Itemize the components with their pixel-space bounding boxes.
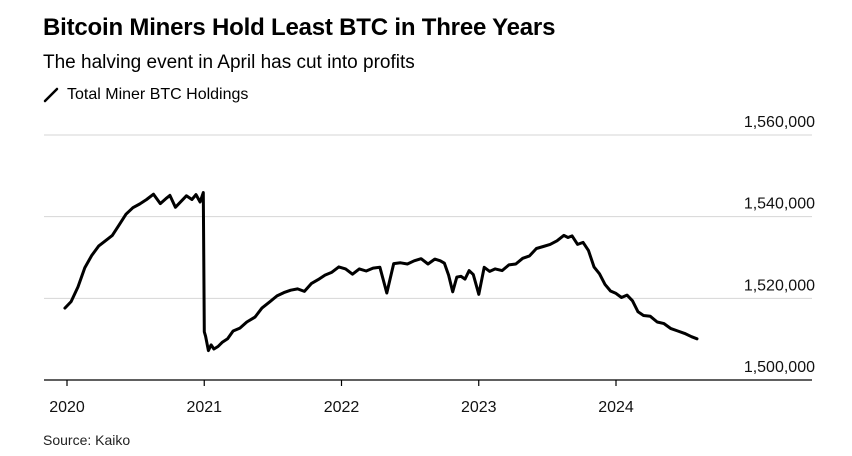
y-tick-label: 1,520,000	[744, 277, 815, 294]
y-tick-label: 1,540,000	[744, 196, 815, 213]
source-note: Source: Kaiko	[43, 432, 131, 448]
chart-title: Bitcoin Miners Hold Least BTC in Three Y…	[43, 14, 556, 41]
chart-subtitle: The halving event in April has cut into …	[43, 52, 415, 73]
x-tick-label: 2024	[598, 399, 634, 416]
label-layer: 1,500,000 1,520,000 1,540,000 1,560,000 2020…	[49, 114, 815, 416]
legend: Total Miner BTC Holdings	[43, 86, 248, 104]
x-tick-label: 2020	[49, 399, 85, 416]
x-tick-label: 2022	[324, 399, 360, 416]
x-tick-label: 2023	[461, 399, 497, 416]
legend-line-icon	[43, 87, 59, 103]
y-tick-label: 1,560,000	[744, 114, 815, 131]
grid-layer	[44, 134, 812, 299]
legend-label: Total Miner BTC Holdings	[67, 86, 249, 103]
axis-layer	[44, 379, 812, 386]
x-tick-label: 2021	[186, 399, 222, 416]
y-tick-label: 1,500,000	[744, 359, 815, 376]
series-layer	[63, 191, 699, 353]
series-line	[63, 191, 699, 353]
